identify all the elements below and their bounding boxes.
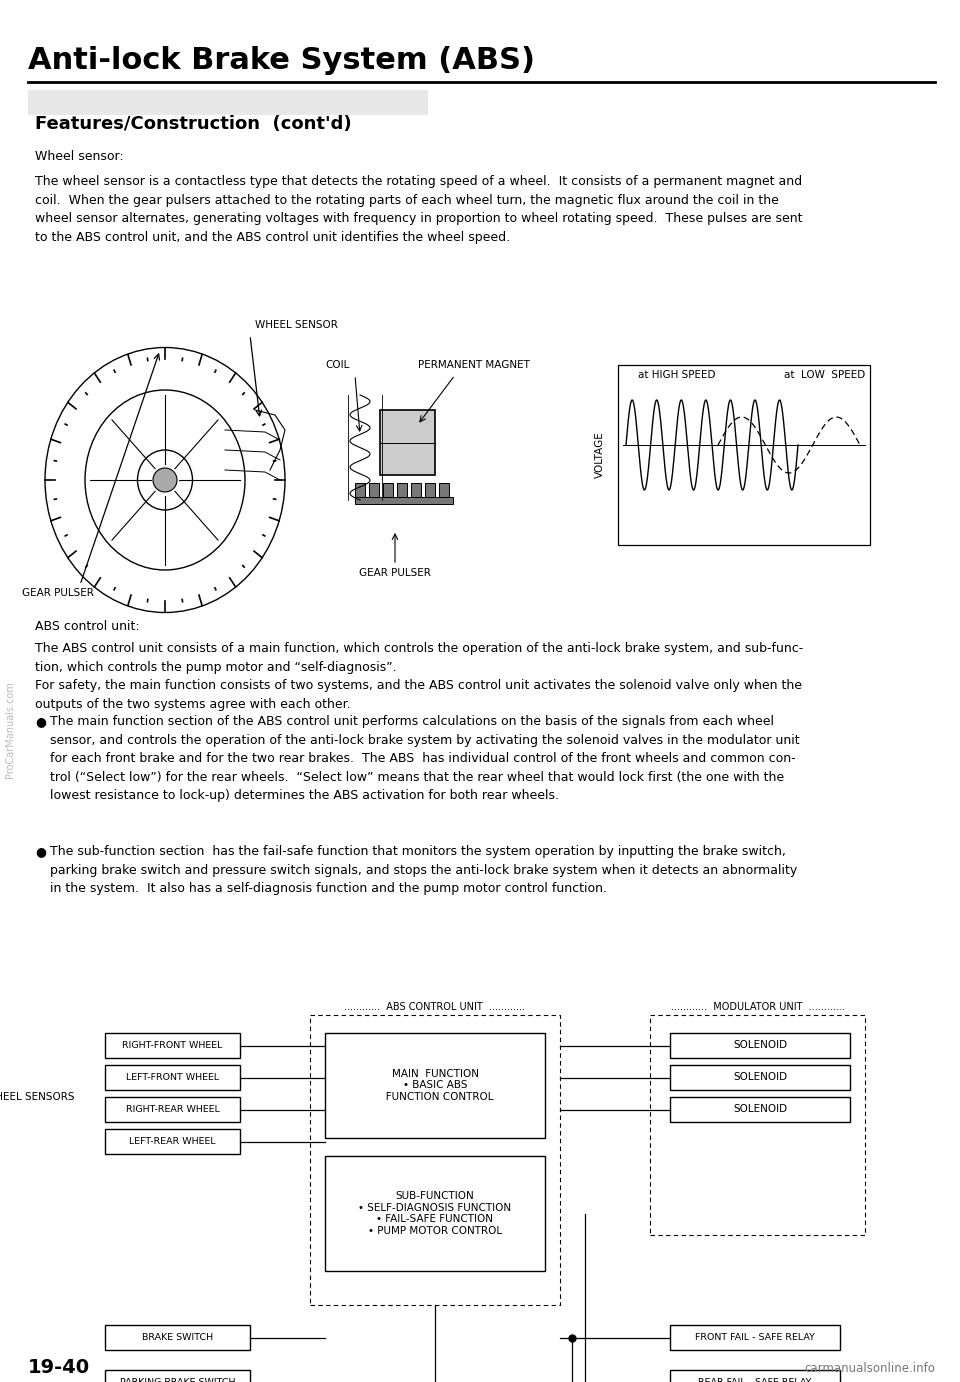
Text: ProCarManuals.com: ProCarManuals.com bbox=[5, 681, 15, 778]
Text: LEFT-FRONT WHEEL: LEFT-FRONT WHEEL bbox=[126, 1072, 219, 1082]
Bar bbox=[618, 365, 870, 545]
Bar bbox=[383, 482, 393, 498]
Text: WHEEL SENSORS: WHEEL SENSORS bbox=[0, 1092, 75, 1101]
Bar bbox=[380, 410, 435, 475]
Text: at HIGH SPEED: at HIGH SPEED bbox=[638, 370, 715, 380]
Text: MAIN  FUNCTION
• BASIC ABS
   FUNCTION CONTROL: MAIN FUNCTION • BASIC ABS FUNCTION CONTR… bbox=[376, 1068, 493, 1101]
Bar bbox=[650, 1014, 865, 1236]
Bar bbox=[28, 90, 428, 115]
Text: Features/Construction  (cont'd): Features/Construction (cont'd) bbox=[35, 115, 351, 133]
Bar bbox=[105, 1325, 250, 1350]
Text: SOLENOID: SOLENOID bbox=[732, 1104, 787, 1114]
Text: at  LOW  SPEED: at LOW SPEED bbox=[783, 370, 865, 380]
Bar bbox=[105, 1032, 240, 1059]
Text: SUB-FUNCTION
• SELF-DIAGNOSIS FUNCTION
• FAIL-SAFE FUNCTION
• PUMP MOTOR CONTROL: SUB-FUNCTION • SELF-DIAGNOSIS FUNCTION •… bbox=[358, 1191, 512, 1236]
Bar bbox=[397, 482, 407, 498]
Text: PERMANENT MAGNET: PERMANENT MAGNET bbox=[418, 359, 530, 370]
Text: Anti-lock Brake System (ABS): Anti-lock Brake System (ABS) bbox=[28, 46, 535, 75]
Text: ABS control unit:: ABS control unit: bbox=[35, 621, 139, 633]
Text: The sub-function section  has the fail-safe function that monitors the system op: The sub-function section has the fail-sa… bbox=[50, 844, 797, 896]
Bar bbox=[355, 482, 365, 498]
Circle shape bbox=[153, 468, 177, 492]
Text: carmanualsonline.info: carmanualsonline.info bbox=[804, 1363, 935, 1375]
Text: GEAR PULSER: GEAR PULSER bbox=[22, 587, 94, 598]
Text: PARKING BRAKE SWITCH: PARKING BRAKE SWITCH bbox=[120, 1378, 235, 1382]
Bar bbox=[105, 1097, 240, 1122]
Text: ●: ● bbox=[35, 844, 46, 858]
Text: ............  ABS CONTROL UNIT  ............: ............ ABS CONTROL UNIT ..........… bbox=[345, 1002, 525, 1012]
Bar bbox=[425, 482, 435, 498]
Text: The wheel sensor is a contactless type that detects the rotating speed of a whee: The wheel sensor is a contactless type t… bbox=[35, 176, 803, 243]
Text: RIGHT-REAR WHEEL: RIGHT-REAR WHEEL bbox=[126, 1106, 220, 1114]
Text: FRONT FAIL - SAFE RELAY: FRONT FAIL - SAFE RELAY bbox=[695, 1334, 815, 1342]
Text: ●: ● bbox=[35, 714, 46, 728]
Bar bbox=[439, 482, 449, 498]
Text: Wheel sensor:: Wheel sensor: bbox=[35, 151, 124, 163]
Text: REAR FAIL - SAFE RELAY: REAR FAIL - SAFE RELAY bbox=[698, 1378, 812, 1382]
Bar bbox=[105, 1129, 240, 1154]
Bar bbox=[670, 1066, 850, 1090]
Text: VOLTAGE: VOLTAGE bbox=[595, 431, 605, 478]
Text: COIL: COIL bbox=[325, 359, 349, 370]
Bar bbox=[670, 1370, 840, 1382]
Text: 19-40: 19-40 bbox=[28, 1359, 90, 1376]
Text: BRAKE SWITCH: BRAKE SWITCH bbox=[142, 1334, 213, 1342]
Text: ............  MODULATOR UNIT  ............: ............ MODULATOR UNIT ............ bbox=[671, 1002, 845, 1012]
Text: The ABS control unit consists of a main function, which controls the operation o: The ABS control unit consists of a main … bbox=[35, 643, 804, 710]
Bar bbox=[411, 482, 421, 498]
Bar bbox=[670, 1325, 840, 1350]
Bar bbox=[670, 1097, 850, 1122]
Bar bbox=[369, 482, 379, 498]
Text: GEAR PULSER: GEAR PULSER bbox=[359, 568, 431, 578]
Bar bbox=[105, 1370, 250, 1382]
Bar bbox=[325, 1032, 545, 1137]
Bar bbox=[355, 498, 453, 504]
Bar bbox=[670, 1032, 850, 1059]
Text: SOLENOID: SOLENOID bbox=[732, 1041, 787, 1050]
Bar bbox=[310, 1014, 560, 1305]
Text: RIGHT-FRONT WHEEL: RIGHT-FRONT WHEEL bbox=[122, 1041, 223, 1050]
Text: WHEEL SENSOR: WHEEL SENSOR bbox=[255, 321, 338, 330]
Text: LEFT-REAR WHEEL: LEFT-REAR WHEEL bbox=[130, 1137, 216, 1146]
Bar bbox=[105, 1066, 240, 1090]
Text: The main function section of the ABS control unit performs calculations on the b: The main function section of the ABS con… bbox=[50, 714, 800, 802]
Bar bbox=[325, 1155, 545, 1271]
Text: SOLENOID: SOLENOID bbox=[732, 1072, 787, 1082]
